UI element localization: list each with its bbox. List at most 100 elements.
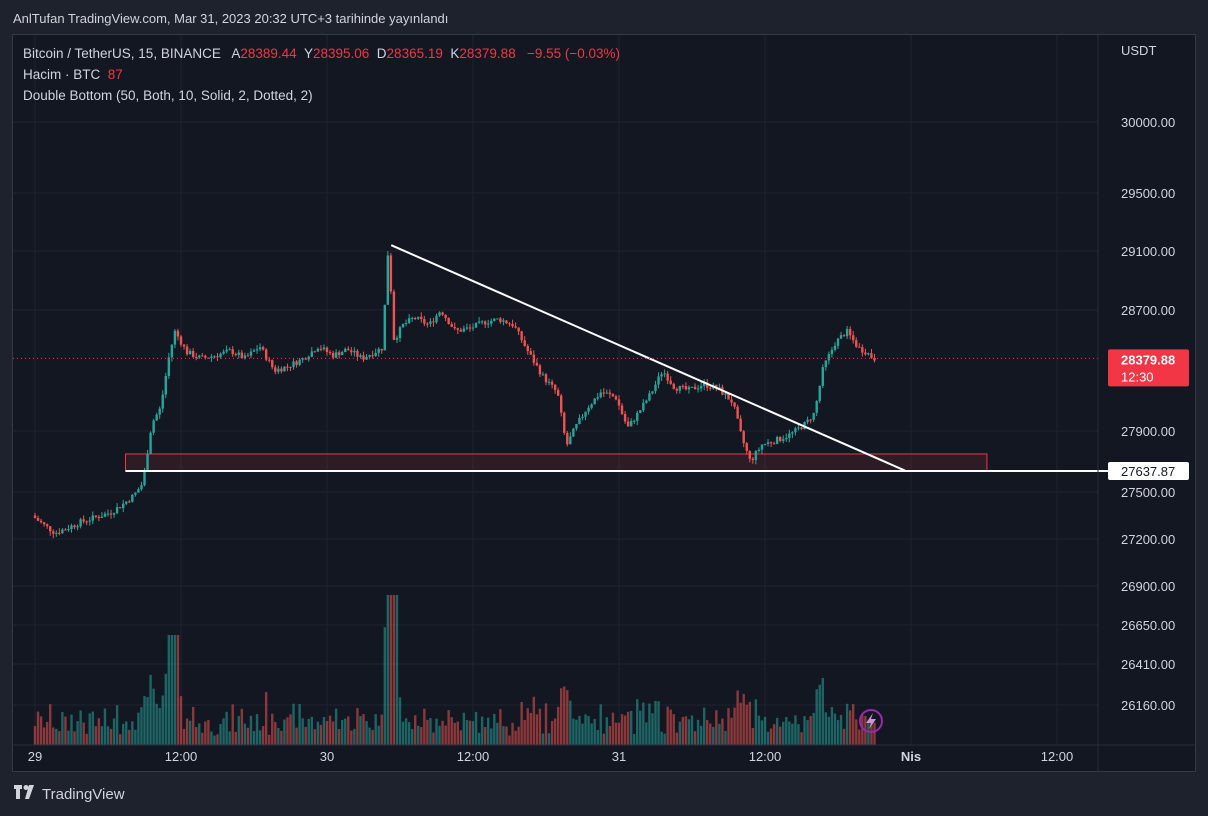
lightning-icon-ring [859,709,883,733]
volume-bar [760,720,764,745]
candle-body [678,385,682,391]
candle-body [371,355,374,357]
candle-body [307,356,310,360]
volume-bar [134,729,137,745]
volume-bar [298,703,301,745]
last-price-label: 28379.88 [1121,352,1175,367]
candle-body [754,450,758,461]
candle-body [623,413,627,422]
candle-body [286,366,289,368]
volume-bar [718,723,721,745]
candle-body [818,385,821,402]
legend-volume[interactable]: Hacim · BTC 87 [23,67,123,82]
candle-body [629,420,633,427]
countdown-label: 12:30 [1121,369,1154,384]
candle-body [815,401,818,413]
volume-bar [216,734,219,745]
candle-body [633,420,636,422]
volume-bar [155,703,158,745]
volume-bar [690,715,694,745]
volume-bar [477,732,481,745]
volume-bar [706,719,709,745]
candle-body [407,318,411,323]
price-tick-label: 26410.00 [1121,657,1175,672]
volume-bar [131,721,134,745]
candle-body [833,345,837,350]
price-tick-label: 30000.00 [1121,115,1175,130]
candle-body [191,350,195,357]
candle-body [328,352,332,354]
tradingview-logo[interactable]: TradingView [14,785,125,803]
volume-bar [803,716,806,745]
volume-bar [103,708,107,745]
candle-body [347,348,350,351]
volume-bar [520,702,523,745]
volume-bar [91,711,94,745]
volume-bar [274,721,277,745]
time-tick-label: 30 [320,749,334,764]
volume-bar [526,708,529,745]
volume-bar [325,721,329,745]
volume-bar [426,719,429,745]
candle-body [733,402,736,407]
candle-body [681,385,685,387]
tradingview-logo-icon [14,785,36,803]
volume-bar [210,731,213,745]
legend-indicator[interactable]: Double Bottom (50, Both, 10, Solid, 2, D… [23,88,313,103]
candle-body [824,360,828,368]
volume-bar [313,729,317,745]
candle-body [310,351,313,357]
price-tick-label: 27500.00 [1121,485,1175,500]
volume-bar [377,725,380,745]
candle-body [626,421,630,427]
volume-bar [626,711,630,745]
candle-body [724,393,727,395]
volume-bar [234,731,237,745]
volume-bar [505,726,508,745]
candle-body [386,255,390,305]
candle-body [88,520,91,522]
candle-body [751,458,755,461]
price-chart[interactable]: USDT 30000.00 29500.00 29100.00 28700.00 2790… [13,35,1196,772]
candle-body [861,347,864,353]
candle-body [429,321,432,324]
volume-bar [310,716,313,745]
symbol-name[interactable]: Bitcoin / TetherUS, 15, BINANCE [23,46,221,61]
chart-panel[interactable]: USDT 30000.00 29500.00 29100.00 28700.00 2790… [12,34,1196,772]
volume-bar [547,733,551,745]
volume-bar [566,690,569,745]
candle-body [106,513,110,515]
volume-bar [407,722,411,745]
candle-body [556,390,560,396]
candle-body [511,323,514,327]
candle-body [161,394,164,409]
volume-bar [146,697,149,745]
volume-bar [523,719,526,745]
candle-body [572,428,575,437]
candle-body [718,387,721,389]
volume-bar [538,708,542,745]
candle-body [766,442,770,444]
volume-bar [696,719,700,745]
volume-bar [398,697,402,745]
volume-bar [213,735,216,745]
candle-body [553,384,557,391]
time-tick-label: 29 [28,749,42,764]
volume-bar [848,710,852,745]
candle-body [134,492,137,495]
volume-bar [414,715,417,745]
volume-bar [149,674,152,745]
volume-bar [55,728,58,745]
volume-bar [283,719,286,745]
volume-bar [730,717,733,745]
volume-bar [772,724,776,745]
candle-body [547,381,551,383]
volume-bar [702,707,706,745]
volume-value: 87 [107,67,123,82]
candle-body [222,351,225,354]
candle-body [118,507,122,509]
volume-bar [733,707,736,745]
lightning-icon[interactable] [859,709,883,733]
volume-bar [699,725,703,745]
candle-body [137,489,140,493]
